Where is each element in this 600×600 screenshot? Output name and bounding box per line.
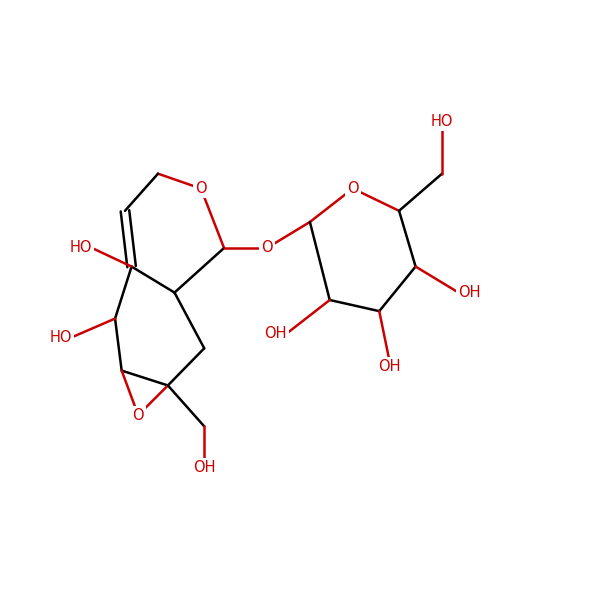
Text: O: O	[261, 241, 273, 256]
Text: O: O	[133, 407, 144, 422]
Text: OH: OH	[264, 326, 287, 341]
Text: OH: OH	[458, 285, 481, 300]
Text: HO: HO	[70, 241, 92, 256]
Text: HO: HO	[50, 329, 72, 344]
Text: OH: OH	[378, 359, 400, 374]
Text: OH: OH	[193, 460, 215, 475]
Text: O: O	[195, 181, 207, 196]
Text: O: O	[347, 181, 359, 196]
Text: HO: HO	[431, 114, 453, 129]
